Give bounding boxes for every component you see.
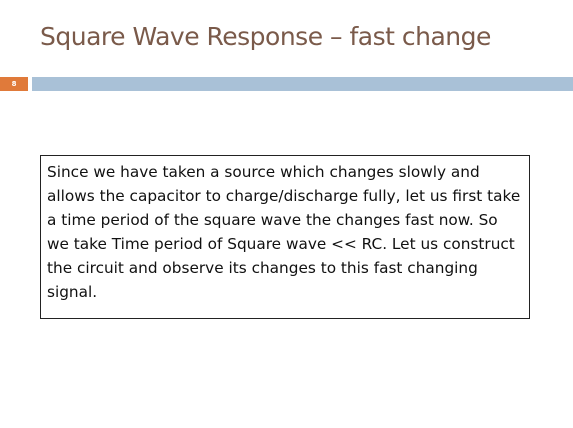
slide-number: 8: [0, 77, 28, 91]
body-text: Since we have taken a source which chang…: [47, 163, 521, 301]
slide-title: Square Wave Response – fast change: [40, 22, 491, 51]
header-bar: 8: [0, 77, 573, 91]
text-box: Since we have taken a source which chang…: [40, 155, 530, 319]
header-band: [32, 77, 573, 91]
